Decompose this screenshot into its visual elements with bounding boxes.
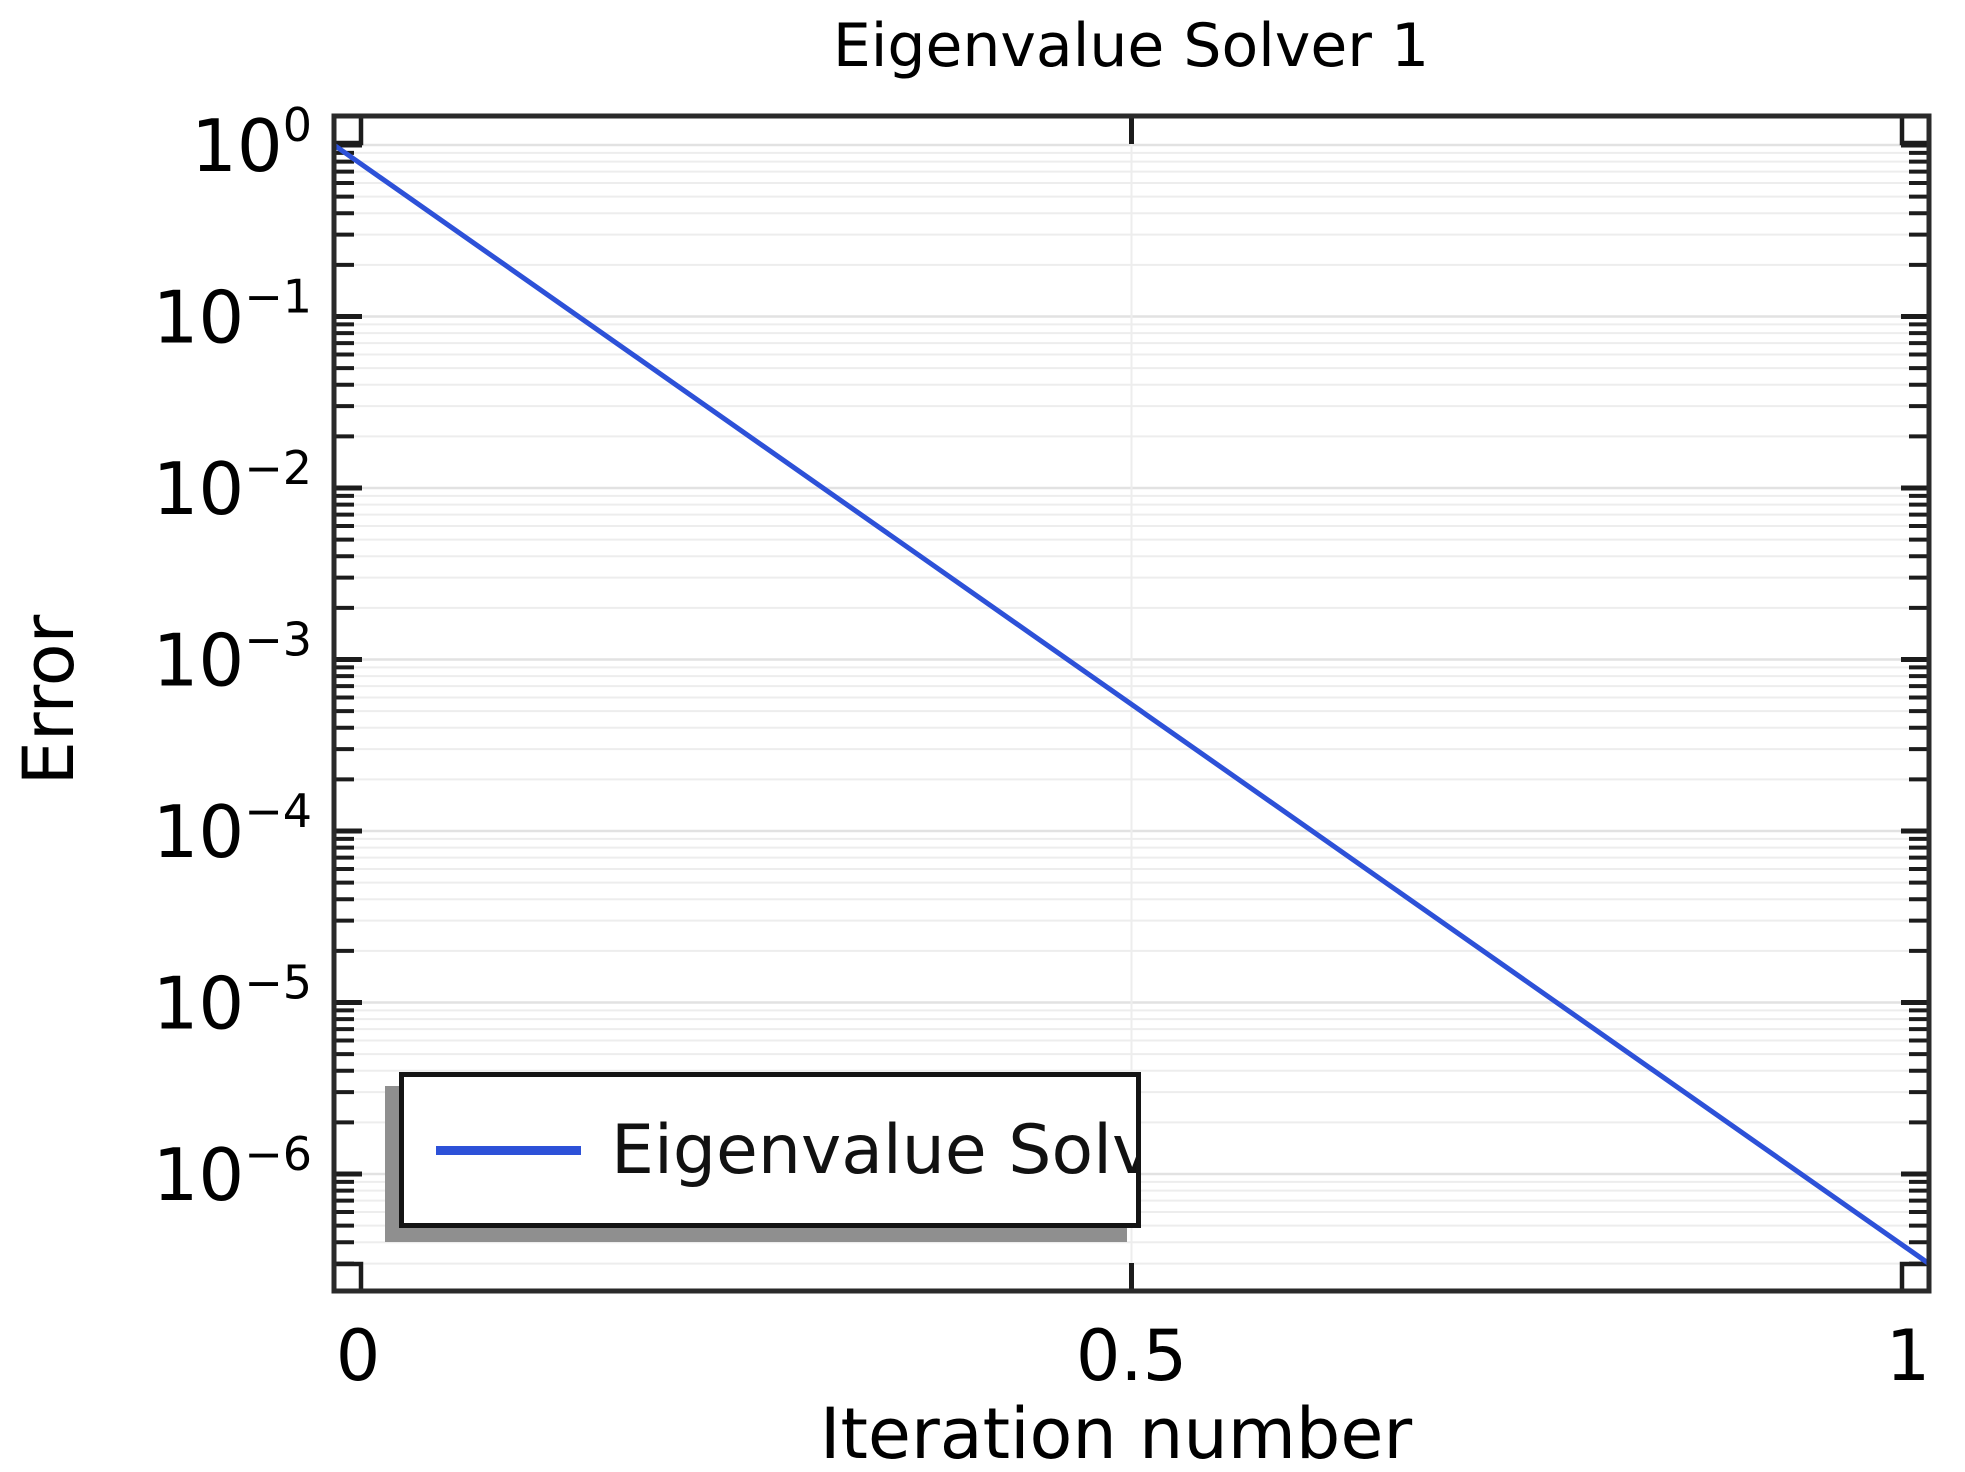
x-tick-label: 1 bbox=[1886, 1315, 1931, 1397]
y-tick-label: 10−6 bbox=[153, 1127, 312, 1217]
legend: Eigenvalue Solv bbox=[399, 1072, 1141, 1228]
y-tick-label: 10−3 bbox=[153, 613, 312, 703]
y-tick-label: 10−2 bbox=[153, 441, 312, 531]
legend-label: Eigenvalue Solv bbox=[611, 1110, 1141, 1190]
x-axis-label: Iteration number bbox=[819, 1393, 1413, 1472]
x-tick-label: 0.5 bbox=[1076, 1315, 1187, 1397]
corner-tick-notch bbox=[331, 1261, 364, 1294]
corner-tick-notch bbox=[1899, 113, 1932, 146]
legend-line-sample-icon bbox=[436, 1145, 581, 1155]
y-tick-label: 10−5 bbox=[153, 956, 312, 1046]
chart-title: Eigenvalue Solver 1 bbox=[832, 11, 1430, 81]
plot-frame bbox=[331, 113, 1932, 1294]
x-tick-label: 0 bbox=[336, 1315, 381, 1397]
y-tick-label: 10−4 bbox=[153, 784, 312, 874]
y-tick-label: 100 bbox=[191, 98, 312, 188]
corner-tick-notch bbox=[1899, 1261, 1932, 1294]
corner-tick-notch bbox=[331, 113, 364, 146]
series-line bbox=[331, 142, 1932, 1267]
y-tick-label: 10−1 bbox=[153, 270, 312, 360]
